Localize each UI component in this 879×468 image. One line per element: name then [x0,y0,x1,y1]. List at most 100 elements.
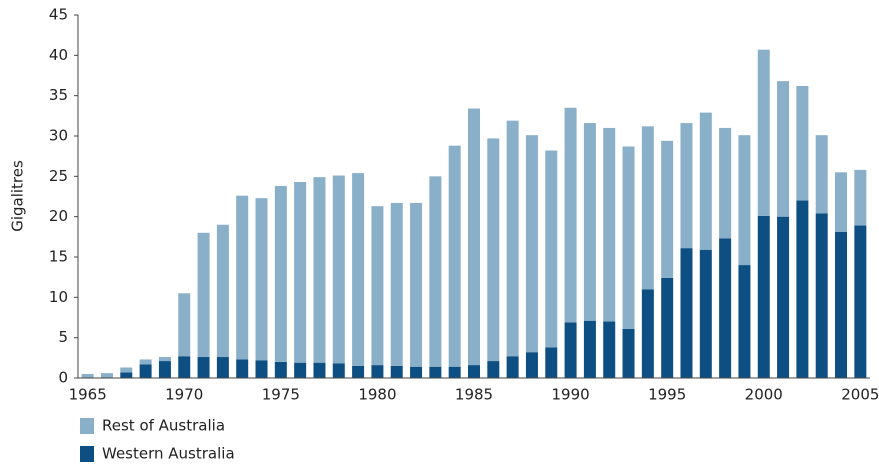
bar-segment [661,140,674,278]
bar-segment [352,365,365,378]
bar-segment [680,123,693,249]
bar-segment [777,81,790,217]
bar-segment [796,200,809,378]
bar-segment [352,173,365,366]
y-axis-label: Gigalitres [9,160,27,232]
bar-segment [641,289,654,378]
x-tick-label: 1965 [69,386,107,404]
legend-label: Rest of Australia [102,417,225,435]
bar-segment [622,146,635,329]
bar-segment [139,364,152,378]
bar-segment [545,347,558,378]
bar-segment [738,265,751,378]
y-tick-label: 45 [49,6,68,24]
bar-segment [487,361,500,378]
bar-segment [158,357,171,362]
bar-segment [525,135,538,353]
bar-segment [738,135,751,266]
bar-segment [815,213,828,378]
bar-segment [835,172,848,232]
bar-segment [854,225,867,378]
bar-segment [680,248,693,378]
bar-segment [332,175,345,364]
x-tick-label: 1980 [358,386,396,404]
legend-swatch [80,418,94,434]
bar-segment [216,224,229,358]
bar-segment [294,181,307,363]
y-tick-label: 25 [49,167,68,185]
bar-segment [699,112,712,250]
bar-segment [332,363,345,378]
bar-segment [564,107,577,323]
bar-segment [390,365,403,378]
bar-segment [274,361,287,378]
bar-segment [719,238,732,378]
bar-segment [371,365,384,378]
bar-segment [835,231,848,378]
bar-segment [313,177,326,363]
bar-segment [100,373,113,378]
bar-segment [564,322,577,378]
bar-segment [274,186,287,362]
bar-segment [641,126,654,290]
bar-segment [583,123,596,321]
bar-segment [410,202,423,367]
bar-segment [410,366,423,378]
bar-segment [158,361,171,378]
bar-segment [448,366,461,378]
y-tick-label: 30 [49,127,68,145]
bar-segment [448,145,461,367]
y-tick-label: 5 [58,328,68,346]
bar-segment [468,108,480,366]
bar-segment [777,216,790,378]
y-tick-label: 10 [49,288,68,306]
bar-segment [313,362,326,378]
bar-segment [545,150,558,348]
bar-segment [506,120,519,357]
y-tick-label: 35 [49,86,68,104]
bar-segment [699,249,712,378]
x-tick-label: 2005 [841,386,879,404]
bar-segment [468,365,480,378]
bar-segment [371,206,384,366]
bar-segment [236,359,249,378]
x-tick-label: 2000 [745,386,783,404]
bar-segment [622,328,635,378]
bar-segment [236,195,249,360]
bar-segment [429,366,442,378]
bar-segment [796,85,809,201]
legend-swatch [80,446,94,462]
bar-segment [661,277,674,378]
bar-segment [757,215,770,378]
x-tick-label: 1970 [165,386,203,404]
y-tick-label: 20 [49,207,68,225]
x-tick-label: 1985 [455,386,493,404]
bar-segment [178,293,191,357]
bar-segment [815,135,828,214]
bar-segment [120,367,133,373]
bar-segment [255,360,268,378]
y-tick-label: 15 [49,248,68,266]
x-tick-label: 1975 [262,386,300,404]
bar-segment [294,362,307,378]
bar-segment [216,357,229,378]
bar-segment [197,232,210,358]
bar-segment [81,373,94,378]
y-tick-label: 40 [49,46,68,64]
bar-segment [178,356,191,378]
bar-segment [255,198,268,361]
bar-segment [603,321,616,378]
bar-segment [506,356,519,378]
x-tick-label: 1990 [551,386,589,404]
bar-segment [583,320,596,378]
bar-segment [120,372,133,378]
bar-segment [854,169,867,226]
bar-segment [390,202,403,366]
x-tick-label: 1995 [648,386,686,404]
bar-segment [603,127,616,322]
bar-segment [197,357,210,378]
legend-label: Western Australia [102,445,235,463]
bar-segment [139,359,152,365]
bar-segment [429,176,442,367]
